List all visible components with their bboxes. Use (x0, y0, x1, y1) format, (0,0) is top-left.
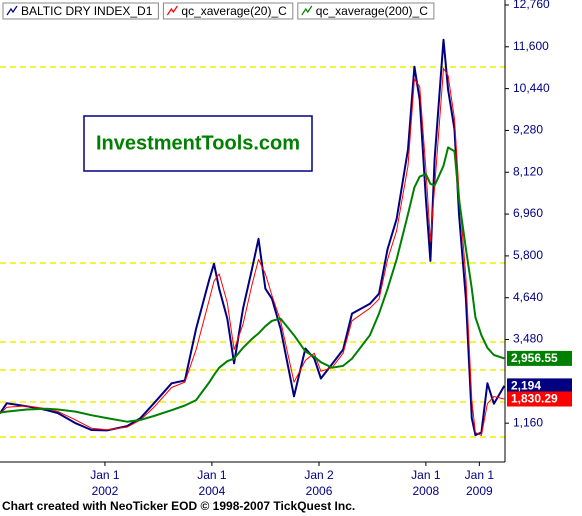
x-tick-label: Jan 1 (197, 468, 227, 482)
legend: BALTIC DRY INDEX_D1 qc_xaverage(20)_C qc_x… (2, 2, 435, 20)
x-tick-year: 2008 (413, 484, 440, 498)
series-line (0, 67, 505, 436)
legend-box (2, 2, 159, 20)
x-tick-year: 2002 (92, 484, 119, 498)
y-tick-label: 4,640 (513, 290, 543, 304)
x-tick-label: Jan 1 (411, 468, 441, 482)
x-tick-label: Jan 1 (465, 468, 495, 482)
last-value-tag (507, 350, 572, 366)
last-value-tag (507, 378, 572, 394)
x-tick-label: Jan 2 (304, 468, 334, 482)
footer: Chart created with NeoTicker EOD © 1998-… (2, 499, 355, 513)
y-tick-label: 8,120 (513, 164, 543, 178)
last-value-label: 2,956.55 (511, 351, 558, 365)
x-tick-year: 2004 (199, 484, 226, 498)
watermark: InvestmentTools.com (96, 132, 300, 154)
series-line (0, 146, 505, 423)
last-value-tag (507, 391, 572, 407)
y-tick-label: 5,800 (513, 248, 543, 262)
level-lines (0, 66, 505, 438)
x-tick-label: Jan 1 (90, 468, 120, 482)
watermark-box (83, 115, 313, 172)
legend-box (297, 2, 435, 20)
y-tick-label: 9,280 (513, 123, 543, 137)
legend-label: BALTIC DRY INDEX_D1 (21, 4, 153, 18)
y-tick-label: 11,600 (513, 39, 549, 53)
last-value-label: 2,194 (511, 379, 541, 393)
y-tick-label: 12,760 (513, 0, 550, 11)
legend-item: BALTIC DRY INDEX_D1 (2, 2, 159, 20)
legend-icon (301, 5, 313, 16)
y-tick-label: 6,960 (513, 206, 543, 220)
y-tick-label: 3,480 (513, 332, 543, 346)
plot (0, 38, 506, 437)
x-tick-year: 2009 (466, 484, 493, 498)
legend-icon (6, 5, 18, 16)
y-tick-label: 10,440 (513, 81, 550, 95)
legend-item: qc_xaverage(20)_C (162, 2, 294, 20)
legend-label: qc_xaverage(200)_C (316, 4, 428, 18)
legend-box (162, 2, 294, 20)
legend-icon (166, 5, 178, 16)
y-tick-label: 1,160 (513, 415, 543, 429)
legend-label: qc_xaverage(20)_C (181, 4, 287, 18)
legend-item: qc_xaverage(200)_C (297, 2, 435, 20)
last-value-label: 1,830.29 (511, 392, 558, 406)
x-tick-year: 2006 (306, 484, 333, 498)
